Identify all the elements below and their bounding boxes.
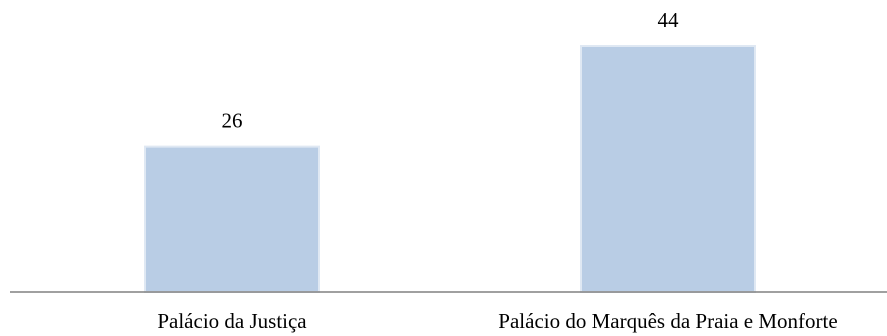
value-labels-group: 26 44 — [222, 8, 680, 133]
bar-value-label-2: 44 — [658, 8, 680, 32]
bars-group — [144, 45, 756, 293]
bar-1 — [144, 145, 320, 293]
category-labels-group: Palácio da Justiça Palácio do Marquês da … — [157, 309, 837, 333]
bar-2 — [580, 45, 756, 293]
bar-value-label-1: 26 — [222, 109, 243, 133]
category-label-1: Palácio da Justiça — [157, 309, 307, 333]
category-label-2: Palácio do Marquês da Praia e Monforte — [498, 309, 837, 333]
